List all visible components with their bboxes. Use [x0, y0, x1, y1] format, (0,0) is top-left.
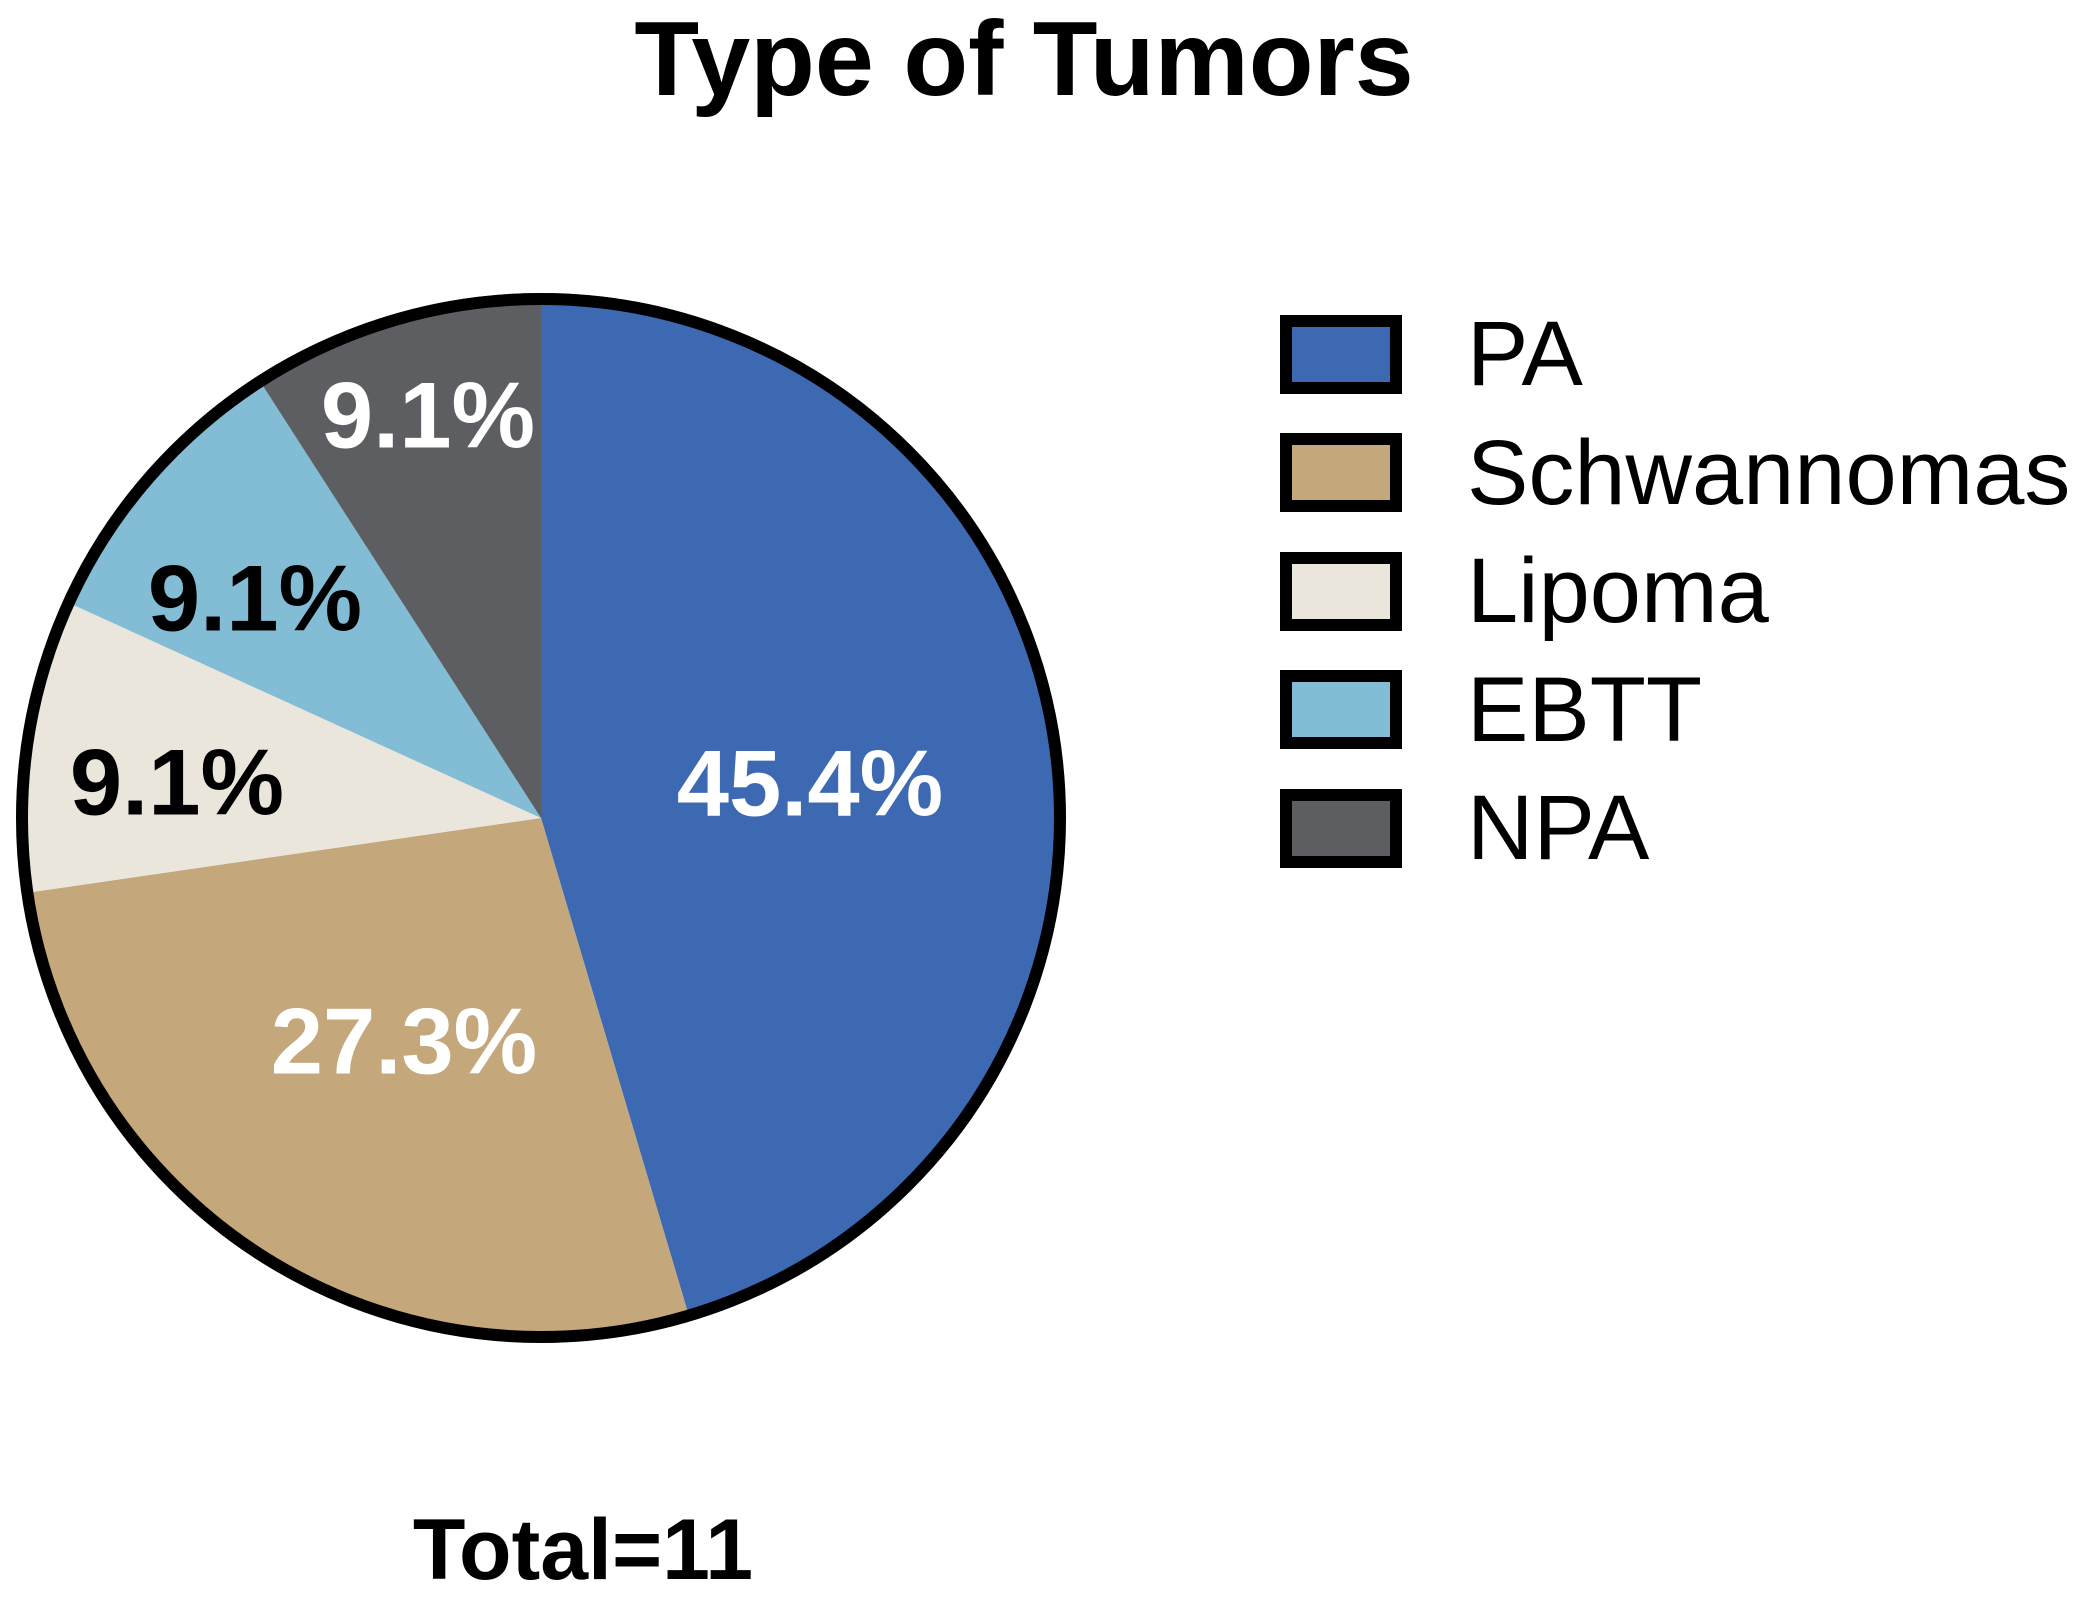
legend-label-lipoma: Lipoma — [1467, 540, 1770, 642]
chart-title: Type of Tumors — [634, 0, 1413, 118]
legend-item-npa: NPA — [1280, 777, 1650, 879]
pie-slice-npa — [256, 293, 541, 818]
legend-item-pa: PA — [1280, 303, 1584, 405]
pie-slice-schwannomas — [21, 818, 691, 1343]
pie: 45.4% 27.3% 9.1% 9.1% 9.1% — [16, 293, 1066, 1343]
legend-swatch-pa — [1280, 315, 1402, 394]
total-label: Total=11 — [413, 1502, 753, 1598]
slice-label-ebtt-percent: 9.1% — [148, 546, 362, 651]
legend-item-lipoma: Lipoma — [1280, 540, 1770, 642]
legend-swatch-ebtt — [1280, 670, 1402, 749]
legend: PA Schwannomas * Lipoma EBTT NPA — [1280, 303, 2081, 879]
pie-slice-pa — [541, 293, 1066, 1322]
legend-label-npa: NPA — [1467, 777, 1650, 879]
pie-slice-ebtt — [63, 376, 541, 818]
pie-slice-lipoma — [16, 600, 541, 894]
slice-label-schwannomas-percent: 27.3% — [271, 989, 538, 1094]
slice-label-pa-percent: 45.4% — [677, 731, 944, 836]
legend-item-ebtt: EBTT — [1280, 659, 1702, 761]
legend-swatch-lipoma — [1280, 552, 1402, 631]
legend-swatch-npa — [1280, 789, 1402, 868]
legend-label-ebtt: EBTT — [1467, 659, 1702, 761]
slice-label-npa-percent: 9.1% — [321, 363, 535, 468]
legend-label-pa: PA — [1467, 303, 1584, 405]
legend-swatch-schwannomas — [1280, 433, 1402, 512]
pie-outline — [16, 293, 1066, 1343]
slice-label-lipoma-percent: 9.1% — [70, 730, 284, 835]
legend-item-schwannomas: Schwannomas * — [1280, 422, 2081, 524]
legend-label-schwannomas: Schwannomas * — [1467, 422, 2081, 524]
